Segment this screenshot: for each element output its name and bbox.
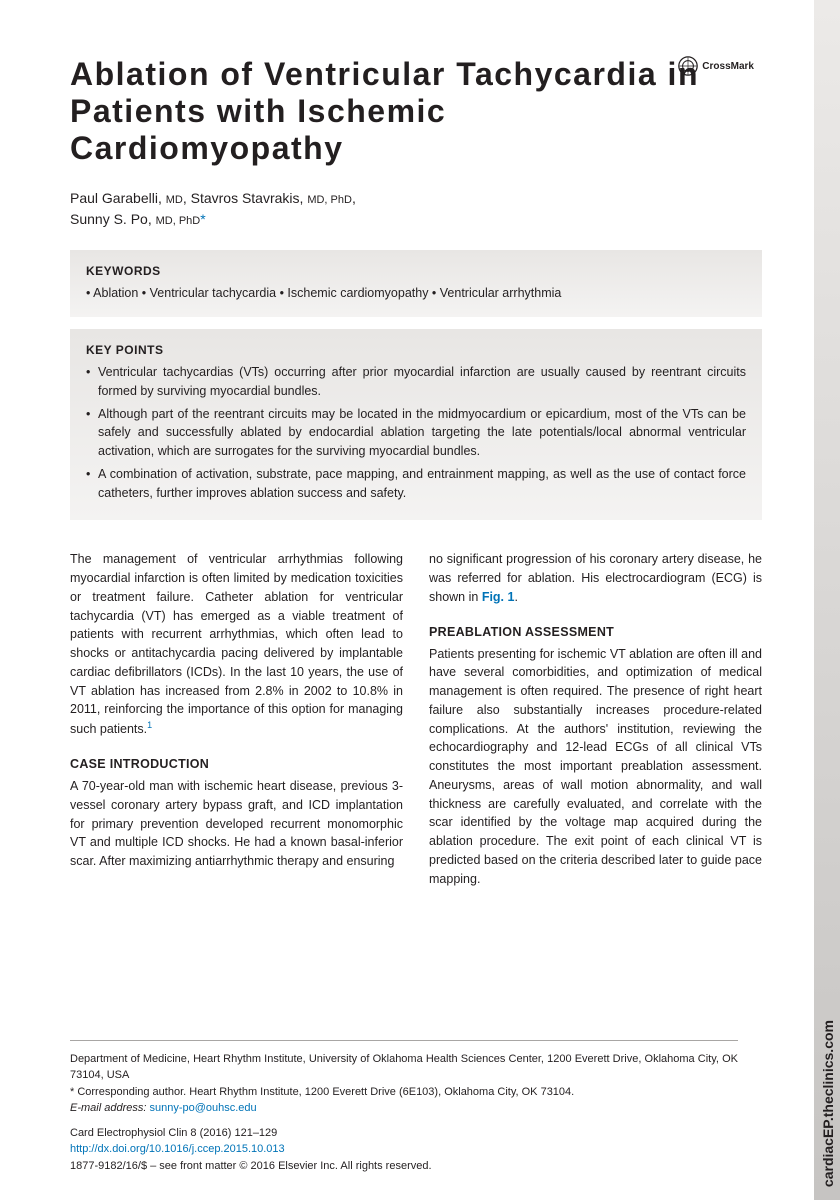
- keypoint-item: Ventricular tachycardias (VTs) occurring…: [86, 363, 746, 401]
- body-columns: The management of ventricular arrhythmia…: [70, 550, 762, 888]
- crossmark-label: CrossMark: [702, 61, 754, 72]
- corresponding-author: * Corresponding author. Heart Rhythm Ins…: [70, 1084, 738, 1101]
- affiliation: Department of Medicine, Heart Rhythm Ins…: [70, 1051, 738, 1084]
- page-content: CrossMark Ablation of Ventricular Tachyc…: [0, 0, 840, 1200]
- keypoints-box: KEY POINTS Ventricular tachycardias (VTs…: [70, 329, 762, 520]
- case-paragraph: A 70-year-old man with ischemic heart di…: [70, 777, 403, 871]
- preablation-paragraph: Patients presenting for ischemic VT abla…: [429, 645, 762, 889]
- keypoints-heading: KEY POINTS: [86, 343, 746, 357]
- column-left: The management of ventricular arrhythmia…: [70, 550, 403, 888]
- keypoints-list: Ventricular tachycardias (VTs) occurring…: [86, 363, 746, 502]
- keywords-heading: KEYWORDS: [86, 264, 746, 278]
- crossmark-badge[interactable]: CrossMark: [678, 56, 754, 76]
- citation-ref[interactable]: 1: [147, 720, 152, 730]
- case-heading: CASE INTRODUCTION: [70, 757, 403, 771]
- email-line: E-mail address: sunny-po@ouhsc.edu: [70, 1100, 738, 1117]
- article-title: Ablation of Ventricular Tachycardia in P…: [70, 56, 710, 166]
- keypoint-item: Although part of the reentrant circuits …: [86, 405, 746, 461]
- doi-link[interactable]: http://dx.doi.org/10.1016/j.ccep.2015.10…: [70, 1143, 285, 1155]
- preablation-heading: PREABLATION ASSESSMENT: [429, 625, 762, 639]
- keywords-box: KEYWORDS • Ablation • Ventricular tachyc…: [70, 250, 762, 317]
- crossmark-icon: [678, 56, 698, 76]
- author-list: Paul Garabelli, MD, Stavros Stavrakis, M…: [70, 188, 762, 230]
- footer-block: Department of Medicine, Heart Rhythm Ins…: [70, 1040, 738, 1175]
- intro-paragraph: The management of ventricular arrhythmia…: [70, 550, 403, 739]
- column-right: no significant progression of his corona…: [429, 550, 762, 888]
- keypoint-item: A combination of activation, substrate, …: [86, 465, 746, 503]
- case-continuation: no significant progression of his corona…: [429, 550, 762, 606]
- copyright-line: 1877-9182/16/$ – see front matter © 2016…: [70, 1158, 738, 1175]
- email-link[interactable]: sunny-po@ouhsc.edu: [149, 1102, 256, 1114]
- figure-link[interactable]: Fig. 1: [482, 590, 515, 604]
- keywords-line: • Ablation • Ventricular tachycardia • I…: [86, 284, 746, 303]
- journal-citation: Card Electrophysiol Clin 8 (2016) 121–12…: [70, 1125, 738, 1142]
